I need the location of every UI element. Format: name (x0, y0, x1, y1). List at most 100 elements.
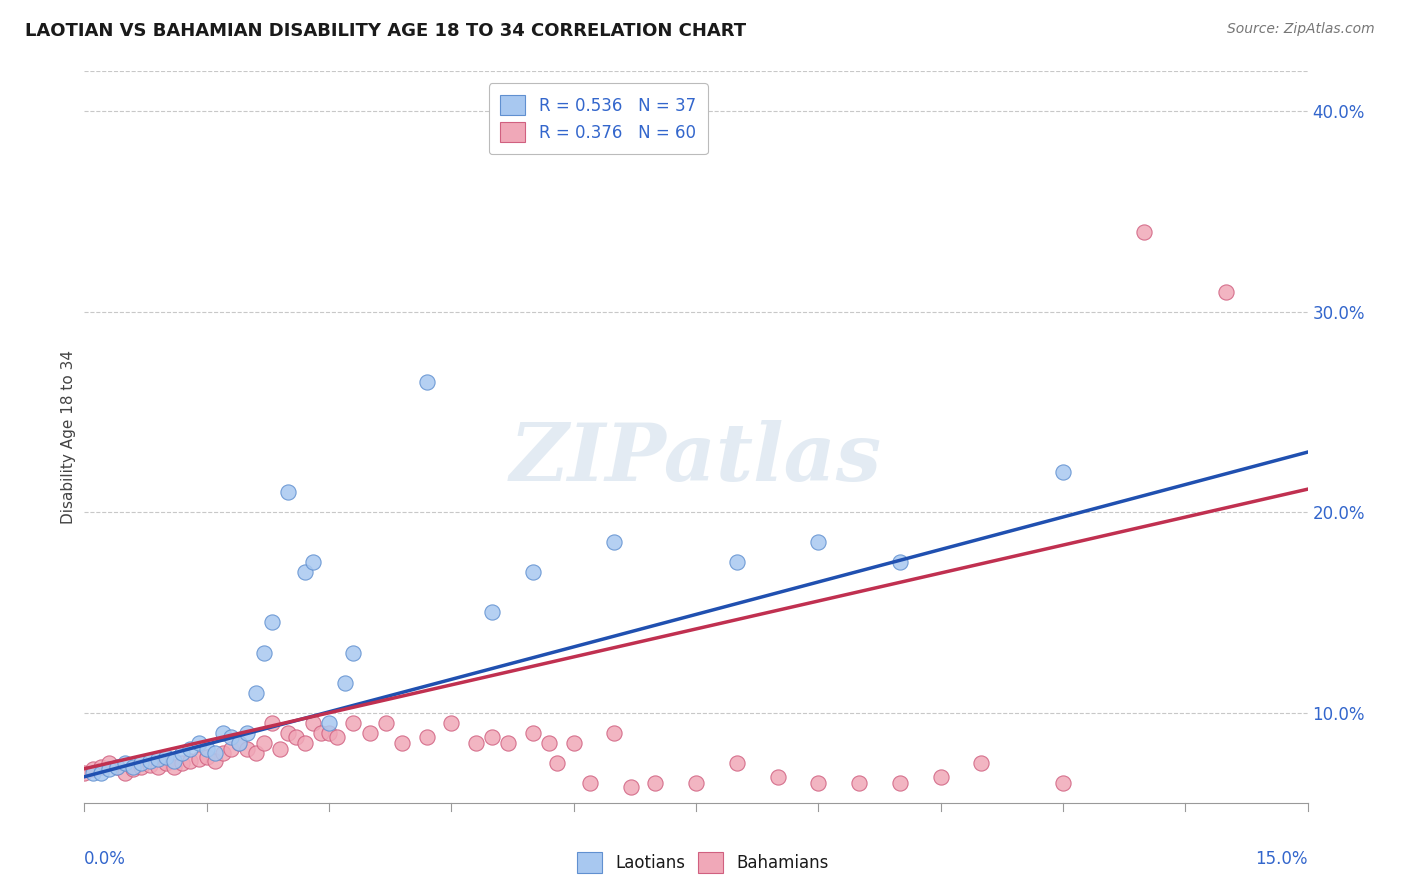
Point (172, 746, 194, 760)
Point (546, 756, 568, 770)
Point (538, 736, 561, 750)
Point (416, 730, 439, 744)
Point (416, 375, 439, 389)
Point (620, 780, 643, 794)
Legend: Laotians, Bahamians: Laotians, Bahamians (571, 846, 835, 880)
Point (562, 736, 585, 750)
Point (294, 566, 316, 580)
Point (522, 725, 544, 739)
Point (187, 736, 209, 750)
Point (269, 741, 291, 756)
Point (260, 715, 283, 730)
Point (277, 725, 299, 739)
Point (970, 756, 993, 770)
Point (146, 752, 169, 766)
Point (114, 756, 136, 770)
Point (889, 555, 911, 569)
Point (848, 776, 870, 790)
Point (138, 757, 160, 772)
Point (219, 741, 242, 756)
Point (253, 736, 276, 750)
Point (260, 615, 283, 630)
Point (253, 646, 276, 660)
Point (318, 715, 340, 730)
Point (301, 715, 323, 730)
Point (1052, 465, 1074, 479)
Point (301, 555, 323, 569)
Point (212, 746, 235, 760)
Point (219, 730, 242, 744)
Point (807, 776, 830, 790)
Point (138, 754, 160, 768)
Point (82, 762, 104, 776)
Point (326, 730, 349, 744)
Point (236, 741, 259, 756)
Point (294, 736, 316, 750)
Point (277, 485, 299, 500)
Point (236, 725, 259, 739)
Text: LAOTIAN VS BAHAMIAN DISABILITY AGE 18 TO 34 CORRELATION CHART: LAOTIAN VS BAHAMIAN DISABILITY AGE 18 TO… (25, 22, 747, 40)
Point (522, 566, 544, 580)
Point (464, 736, 486, 750)
Legend: R = 0.536   N = 37, R = 0.376   N = 60: R = 0.536 N = 37, R = 0.376 N = 60 (489, 83, 707, 154)
Point (603, 535, 626, 549)
Point (309, 725, 332, 739)
Text: Source: ZipAtlas.com: Source: ZipAtlas.com (1227, 22, 1375, 37)
Point (807, 535, 830, 549)
Point (179, 754, 201, 768)
Point (90, 760, 112, 774)
Y-axis label: Disability Age 18 to 34: Disability Age 18 to 34 (60, 350, 76, 524)
Point (335, 675, 357, 690)
Point (90, 765, 112, 780)
Point (122, 760, 145, 774)
Point (318, 725, 340, 739)
Point (146, 760, 169, 774)
Point (498, 736, 520, 750)
Point (97, 762, 120, 776)
Point (131, 760, 153, 774)
Point (285, 730, 308, 744)
Point (204, 754, 226, 768)
Point (114, 765, 136, 780)
Point (481, 606, 503, 620)
Point (603, 725, 626, 739)
Point (1133, 225, 1156, 239)
Point (179, 741, 201, 756)
Point (105, 760, 128, 774)
Point (172, 756, 194, 770)
Point (1215, 285, 1237, 299)
Point (579, 776, 602, 790)
Point (342, 646, 364, 660)
Point (163, 754, 186, 768)
Text: ZIPatlas: ZIPatlas (510, 420, 882, 498)
Point (245, 746, 267, 760)
Point (122, 762, 145, 776)
Point (359, 725, 381, 739)
Point (163, 760, 186, 774)
Point (1052, 776, 1074, 790)
Point (155, 756, 177, 770)
Point (204, 746, 226, 760)
Point (440, 715, 463, 730)
Point (725, 555, 748, 569)
Point (481, 730, 503, 744)
Point (73, 765, 96, 780)
Point (82, 765, 104, 780)
Point (375, 715, 398, 730)
Point (725, 756, 748, 770)
Point (889, 776, 911, 790)
Point (245, 685, 267, 699)
Point (342, 715, 364, 730)
Point (131, 756, 153, 770)
Point (644, 776, 666, 790)
Point (228, 736, 250, 750)
Text: 15.0%: 15.0% (1256, 850, 1308, 868)
Point (929, 770, 952, 784)
Point (228, 736, 250, 750)
Point (391, 736, 413, 750)
Point (685, 776, 707, 790)
Point (97, 756, 120, 770)
Point (212, 725, 235, 739)
Point (187, 752, 209, 766)
Point (195, 749, 218, 764)
